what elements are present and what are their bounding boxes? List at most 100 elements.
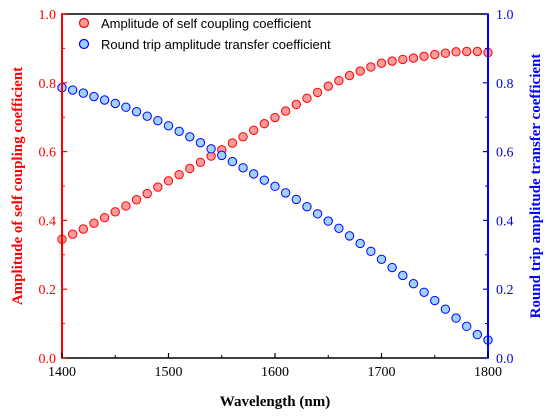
data-point-round-trip bbox=[78, 88, 89, 98]
x-axis-title: Wavelength (nm) bbox=[220, 394, 330, 410]
data-point-round-trip bbox=[376, 254, 387, 264]
data-point-round-trip bbox=[227, 156, 238, 167]
x-tick-label: 1400 bbox=[48, 365, 76, 380]
data-point-round-trip bbox=[312, 209, 323, 219]
right-y-tick-label: 1.0 bbox=[496, 8, 514, 23]
data-point-round-trip bbox=[249, 169, 259, 179]
right-y-tick-label: 0.4 bbox=[496, 214, 514, 229]
x-tick-label: 1700 bbox=[368, 365, 396, 380]
data-point-round-trip bbox=[174, 126, 184, 137]
legend-marker-self-coupling bbox=[78, 17, 90, 29]
data-point-self-coupling bbox=[249, 125, 259, 135]
legend: Amplitude of self coupling coefficient R… bbox=[78, 16, 331, 52]
data-point-self-coupling bbox=[67, 229, 78, 239]
right-y-tick-label: 0.8 bbox=[496, 77, 514, 92]
data-point-self-coupling bbox=[440, 48, 451, 58]
left-y-tick-label: 0.6 bbox=[39, 146, 57, 161]
legend-marker-round-trip bbox=[78, 38, 90, 50]
data-point-round-trip bbox=[440, 304, 451, 314]
right-y-axis-title: Round trip amplitude transfer coefficien… bbox=[528, 54, 544, 319]
x-tick-label: 1800 bbox=[474, 365, 502, 380]
series-self-coupling bbox=[57, 46, 493, 245]
data-point-self-coupling bbox=[142, 188, 152, 199]
x-tick-label: 1500 bbox=[155, 365, 183, 380]
series-round-trip bbox=[57, 82, 493, 345]
data-point-round-trip bbox=[121, 102, 131, 112]
data-point-self-coupling bbox=[366, 62, 376, 72]
data-point-round-trip bbox=[153, 115, 163, 126]
data-point-self-coupling bbox=[99, 212, 110, 223]
data-point-round-trip bbox=[270, 181, 280, 192]
data-point-self-coupling bbox=[89, 218, 99, 228]
data-point-self-coupling bbox=[110, 207, 120, 217]
x-tick-label: 1600 bbox=[261, 365, 289, 380]
data-point-round-trip bbox=[430, 295, 440, 306]
data-point-self-coupling bbox=[78, 224, 89, 234]
data-point-round-trip bbox=[398, 270, 408, 281]
data-point-round-trip bbox=[366, 246, 376, 257]
data-point-round-trip bbox=[195, 137, 206, 148]
left-y-tick-label: 0.4 bbox=[39, 214, 57, 229]
left-y-tick-label: 1.0 bbox=[39, 8, 57, 23]
data-point-self-coupling bbox=[334, 76, 344, 86]
data-point-self-coupling bbox=[419, 51, 429, 62]
data-point-round-trip bbox=[462, 321, 472, 332]
data-point-self-coupling bbox=[451, 47, 461, 57]
right-y-tick-label: 0.2 bbox=[496, 283, 514, 298]
data-point-round-trip bbox=[334, 223, 344, 234]
left-y-tick-label: 0.8 bbox=[39, 77, 57, 92]
data-point-self-coupling bbox=[344, 70, 355, 81]
data-point-round-trip bbox=[217, 150, 227, 161]
data-point-round-trip bbox=[302, 201, 312, 212]
data-point-self-coupling bbox=[185, 163, 195, 174]
data-point-round-trip bbox=[323, 216, 333, 226]
data-point-self-coupling bbox=[227, 138, 238, 148]
data-point-round-trip bbox=[110, 98, 120, 109]
data-point-round-trip bbox=[89, 91, 99, 102]
data-point-round-trip bbox=[291, 194, 301, 205]
data-point-round-trip bbox=[206, 144, 216, 154]
data-point-round-trip bbox=[355, 238, 365, 249]
left-y-tick-label: 0.0 bbox=[39, 352, 57, 367]
data-point-self-coupling bbox=[376, 58, 387, 68]
left-y-axis-title: Amplitude of self coupling coefficient bbox=[10, 67, 26, 305]
data-point-round-trip bbox=[408, 278, 419, 289]
data-point-self-coupling bbox=[238, 132, 248, 142]
data-point-round-trip bbox=[99, 95, 110, 105]
data-point-round-trip bbox=[185, 132, 195, 142]
data-point-round-trip bbox=[280, 188, 291, 198]
right-y-tick-label: 0.0 bbox=[496, 352, 514, 367]
data-point-self-coupling bbox=[472, 46, 483, 57]
ticks: 1400 1500 1600 1700 18000.00.20.40.60.81.00.… bbox=[39, 8, 514, 380]
data-point-round-trip bbox=[387, 262, 397, 273]
data-point-self-coupling bbox=[408, 53, 419, 63]
data-point-self-coupling bbox=[259, 119, 270, 129]
data-point-self-coupling bbox=[430, 49, 440, 60]
data-point-round-trip bbox=[259, 175, 270, 185]
data-point-self-coupling bbox=[195, 157, 206, 167]
data-point-self-coupling bbox=[312, 87, 323, 98]
data-point-self-coupling bbox=[355, 66, 365, 76]
data-point-round-trip bbox=[344, 231, 355, 241]
data-point-self-coupling bbox=[323, 81, 333, 91]
data-point-round-trip bbox=[163, 121, 174, 131]
data-point-self-coupling bbox=[131, 195, 142, 205]
right-y-tick-label: 0.6 bbox=[496, 146, 514, 161]
data-point-self-coupling bbox=[280, 106, 291, 116]
data-point-self-coupling bbox=[174, 169, 184, 180]
data-point-round-trip bbox=[142, 111, 152, 121]
data-point-round-trip bbox=[131, 106, 142, 117]
data-point-self-coupling bbox=[153, 182, 163, 192]
data-point-self-coupling bbox=[291, 99, 301, 110]
data-point-self-coupling bbox=[163, 176, 174, 186]
data-point-self-coupling bbox=[270, 112, 280, 123]
data-point-round-trip bbox=[67, 85, 78, 95]
data-point-self-coupling bbox=[398, 54, 408, 65]
data-point-self-coupling bbox=[121, 201, 131, 211]
data-point-round-trip bbox=[419, 287, 429, 297]
left-y-tick-label: 0.2 bbox=[39, 283, 57, 298]
data-point-round-trip bbox=[451, 313, 461, 323]
data-point-round-trip bbox=[472, 329, 483, 340]
data-point-self-coupling bbox=[462, 46, 472, 57]
